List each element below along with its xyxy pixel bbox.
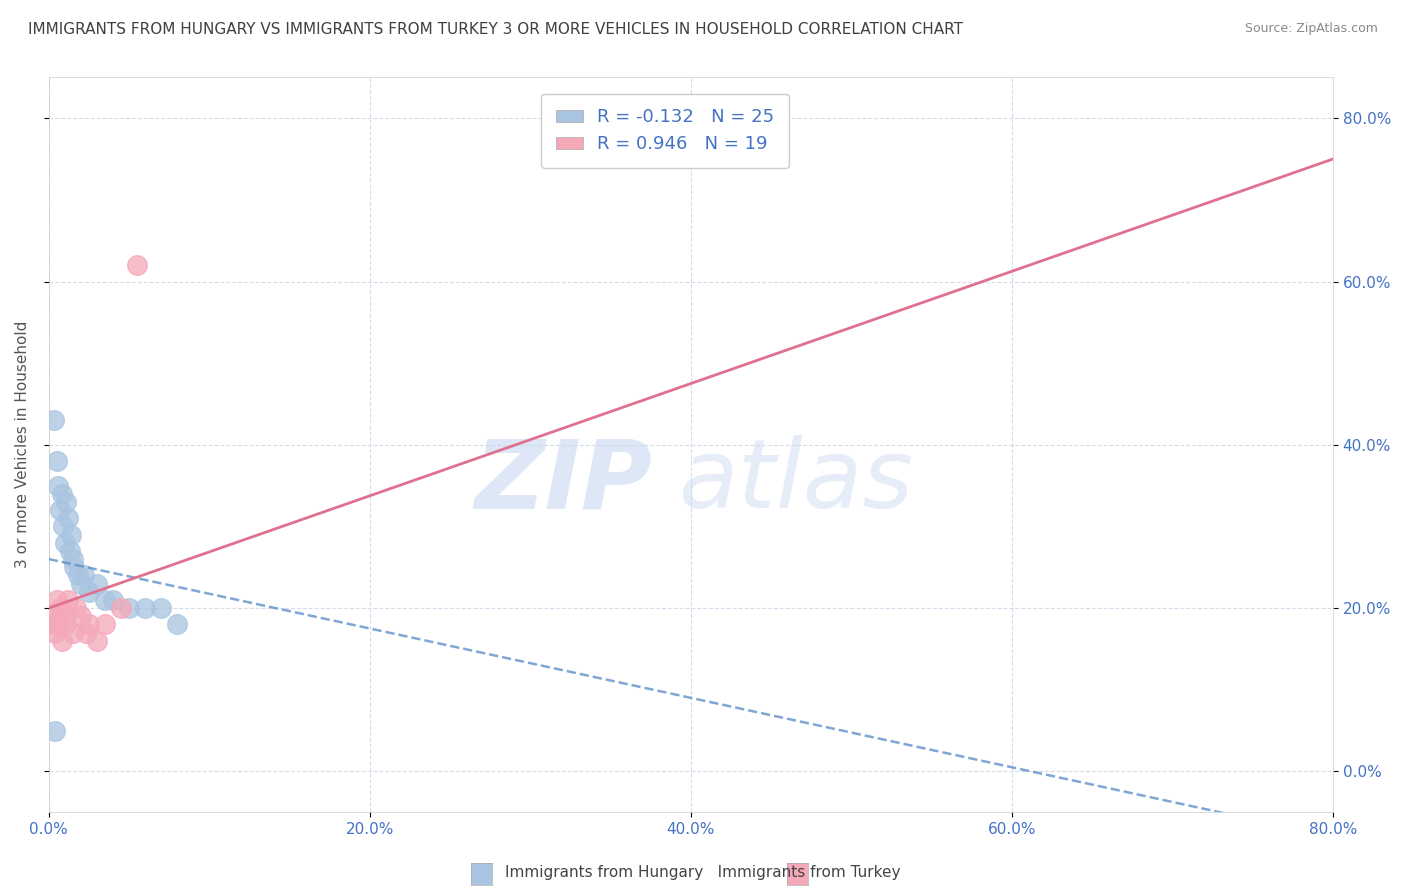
- Point: [49, 503, 72, 517]
- Point: [66, 568, 89, 582]
- Point: [51, 487, 73, 501]
- Y-axis label: 3 or more Vehicles in Household: 3 or more Vehicles in Household: [15, 321, 30, 568]
- Point: [48, 617, 70, 632]
- Point: [45, 454, 67, 468]
- Point: [56, 511, 79, 525]
- Point: [42, 413, 65, 427]
- Text: IMMIGRANTS FROM HUNGARY VS IMMIGRANTS FROM TURKEY 3 OR MORE VEHICLES IN HOUSEHOL: IMMIGRANTS FROM HUNGARY VS IMMIGRANTS FR…: [28, 22, 963, 37]
- Point: [55, 495, 77, 509]
- Point: [63, 560, 86, 574]
- Text: Immigrants from Hungary: Immigrants from Hungary: [505, 865, 703, 880]
- Point: [41, 617, 63, 632]
- Text: atlas: atlas: [678, 435, 912, 528]
- Point: [70, 576, 93, 591]
- Point: [118, 601, 141, 615]
- Point: [166, 617, 188, 632]
- Point: [125, 258, 148, 272]
- Point: [73, 568, 96, 582]
- Point: [42, 609, 65, 624]
- Point: [94, 617, 117, 632]
- Text: Source: ZipAtlas.com: Source: ZipAtlas.com: [1244, 22, 1378, 36]
- Point: [53, 535, 76, 549]
- Point: [77, 584, 100, 599]
- Point: [62, 552, 84, 566]
- Point: [60, 527, 83, 541]
- Point: [150, 601, 173, 615]
- Point: [62, 625, 84, 640]
- Text: ZIP: ZIP: [474, 435, 652, 528]
- Point: [86, 576, 108, 591]
- Point: [53, 609, 76, 624]
- Point: [44, 625, 66, 640]
- Point: [51, 633, 73, 648]
- Point: [94, 593, 117, 607]
- Point: [59, 544, 82, 558]
- Point: [52, 519, 75, 533]
- Point: [45, 593, 67, 607]
- Point: [49, 601, 72, 615]
- Point: [134, 601, 156, 615]
- Point: [86, 633, 108, 648]
- Point: [75, 625, 97, 640]
- Legend: R = -0.132   N = 25, R = 0.946   N = 19: R = -0.132 N = 25, R = 0.946 N = 19: [541, 94, 789, 168]
- Point: [77, 617, 100, 632]
- Point: [65, 601, 87, 615]
- Text: Immigrants from Turkey: Immigrants from Turkey: [703, 865, 900, 880]
- Point: [70, 609, 93, 624]
- Point: [110, 601, 132, 615]
- Point: [55, 617, 77, 632]
- Point: [44, 723, 66, 738]
- Point: [56, 593, 79, 607]
- Point: [101, 593, 124, 607]
- Point: [48, 478, 70, 492]
